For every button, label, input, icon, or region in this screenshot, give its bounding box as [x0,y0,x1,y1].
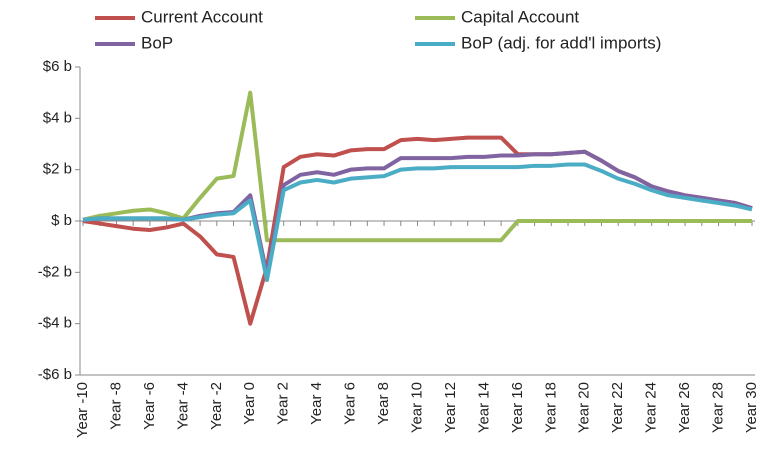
x-tick-label: Year 20 [576,382,593,433]
x-tick-label: Year 18 [542,382,559,433]
y-tick-label: $2 b [43,161,72,178]
x-tick-label: Year 12 [442,382,459,433]
x-tick-label: Year -4 [174,382,191,430]
x-tick-label: Year 8 [375,382,392,425]
x-tick-label: Year 10 [408,382,425,433]
y-tick-label: $6 b [43,58,72,75]
x-tick-label: Year 30 [743,382,757,433]
y-tick-label: $ b [51,212,72,229]
x-tick-label: Year 22 [609,382,626,433]
x-tick-label: Year -6 [141,382,158,430]
legend-label: Capital Account [461,7,579,26]
legend-label: BoP (adj. for add'l imports) [461,33,661,52]
y-tick-label: -$2 b [38,263,72,280]
series-line [82,90,752,243]
x-tick-label: Year 26 [676,382,693,433]
x-tick-label: Year 6 [342,382,359,425]
x-tick-label: Year 24 [643,382,660,433]
x-tick-label: Year 14 [475,382,492,433]
legend-label: Current Account [141,7,263,26]
x-tick-label: Year -2 [208,382,225,430]
y-tick-label: $4 b [43,109,72,126]
x-tick-label: Year 4 [308,382,325,425]
y-tick-label: -$6 b [38,366,72,383]
x-tick-label: Year 16 [509,382,526,433]
legend-label: BoP [141,33,173,52]
series-line [82,135,753,326]
x-tick-label: Year 0 [241,382,258,425]
y-tick-label: -$4 b [38,315,72,332]
x-tick-label: Year 28 [710,382,727,433]
x-tick-label: Year 2 [275,382,292,425]
x-tick-label: Year -10 [74,382,91,438]
x-tick-label: Year -8 [107,382,124,430]
series-line [82,162,753,283]
